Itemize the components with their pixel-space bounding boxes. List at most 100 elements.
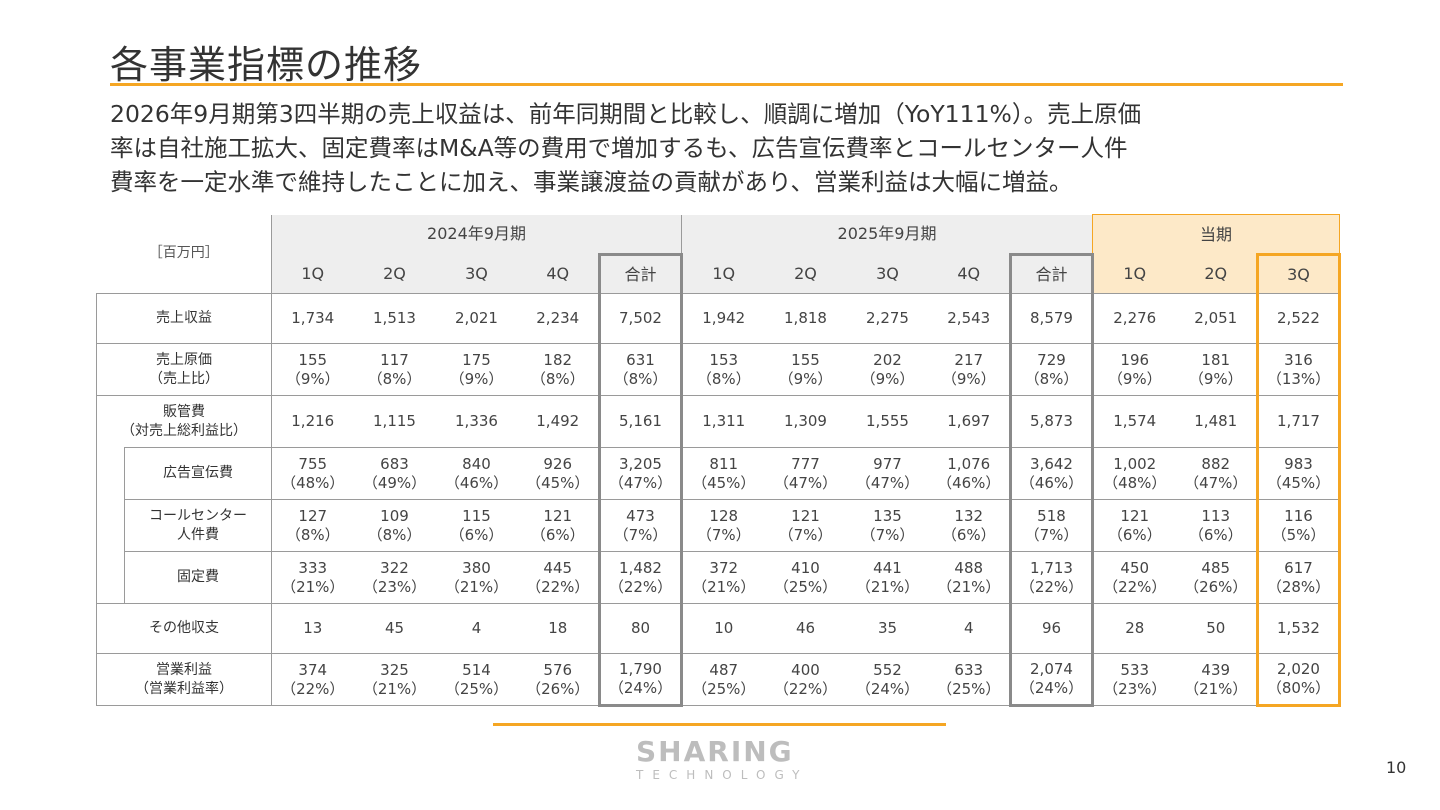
row-label: 売上収益	[96, 293, 272, 344]
data-cell: 135 （7%）	[846, 499, 929, 552]
cell-value: 485	[1201, 558, 1231, 577]
row-label-main: コールセンター	[149, 507, 247, 524]
data-cell: 5,873	[1009, 395, 1094, 448]
cell-ratio: （21%）	[281, 577, 345, 596]
data-cell: 2,522	[1256, 293, 1341, 344]
cell-value: 128	[709, 506, 739, 525]
cell-value: 217	[954, 350, 984, 369]
data-cell: 128 （7%）	[681, 499, 765, 552]
data-cell: 983 （45%）	[1256, 447, 1341, 500]
cell-ratio: （47%）	[773, 473, 838, 492]
cell-value: 175	[462, 350, 491, 369]
cell-ratio: （7%）	[860, 525, 915, 544]
cell-value: 121	[791, 506, 820, 525]
data-cell: 576 （26%）	[517, 653, 600, 706]
cell-ratio: （26%）	[1184, 577, 1248, 596]
data-cell: 202 （9%）	[846, 343, 929, 396]
cell-ratio: （8%）	[367, 369, 422, 388]
data-cell: 552 （24%）	[846, 653, 929, 706]
period-header-fy2024: 2024年9月期	[271, 214, 682, 255]
cell-value: 2,074	[1030, 660, 1073, 678]
cell-value: 1,942	[702, 309, 746, 327]
cell-ratio: （46%）	[1019, 473, 1084, 492]
cell-value: 1,555	[866, 412, 909, 430]
summary-line: 率は自社施工拡大、固定費率はM&A等の費用で増加するも、広告宣伝費率とコールセン…	[110, 134, 1128, 162]
summary-line: 2026年9月期第3四半期の売上収益は、前年同期間と比較し、順調に増加（YoY1…	[110, 100, 1142, 128]
data-cell: 2,543	[928, 293, 1011, 344]
cell-value: 400	[791, 660, 820, 679]
data-cell: 1,076 （46%）	[928, 447, 1011, 500]
cell-value: 1,492	[536, 412, 580, 430]
period-header-fy2025: 2025年9月期	[681, 214, 1093, 255]
data-cell: 1,942	[681, 293, 765, 344]
cell-ratio: （6%）	[941, 525, 996, 544]
column-header-7: 3Q	[846, 254, 929, 294]
cell-value: 202	[873, 350, 902, 369]
cell-ratio: （9%）	[449, 369, 504, 388]
cell-value: 1,115	[373, 412, 416, 430]
indent-spacer	[96, 447, 125, 604]
cell-ratio: （45%）	[692, 473, 756, 492]
cell-value: 488	[954, 558, 984, 577]
data-cell: 3,205 （47%）	[598, 447, 683, 500]
cell-value: 155	[791, 350, 820, 369]
column-header-5: 1Q	[681, 254, 765, 294]
cell-value: 96	[1041, 619, 1062, 637]
cell-ratio: （8%）	[367, 525, 422, 544]
data-cell: 80	[598, 603, 683, 654]
cell-value: 439	[1201, 660, 1231, 679]
data-cell: 487 （25%）	[681, 653, 765, 706]
cell-ratio: （80%）	[1266, 679, 1331, 697]
data-cell: 132 （6%）	[928, 499, 1011, 552]
data-cell: 473 （7%）	[598, 499, 683, 552]
data-cell: 1,482 （22%）	[598, 551, 683, 604]
data-cell: 811 （45%）	[681, 447, 765, 500]
cell-ratio: （47%）	[855, 473, 920, 492]
cell-value: 1,717	[1277, 412, 1320, 430]
table-row: コールセンター 人件費 127 （8%） 109 （8%） 115 （6%） 121 （6%） 47…	[97, 499, 1341, 552]
cell-ratio: （9%）	[860, 369, 915, 388]
data-cell: 755 （48%）	[271, 447, 354, 500]
cell-value: 1,574	[1113, 412, 1157, 430]
data-cell: 2,020 （80%）	[1256, 653, 1341, 707]
data-cell: 372 （21%）	[681, 551, 765, 604]
data-cell: 7,502	[598, 293, 683, 344]
data-cell: 181 （9%）	[1175, 343, 1258, 396]
cell-value: 182	[543, 350, 573, 369]
data-cell: 533 （23%）	[1092, 653, 1176, 706]
cell-value: 18	[548, 619, 568, 637]
data-cell: 1,481	[1175, 395, 1258, 448]
cell-ratio: （8%）	[613, 369, 668, 388]
cell-ratio: （21%）	[937, 577, 1001, 596]
data-cell: 153 （8%）	[681, 343, 765, 396]
cell-ratio: （21%）	[1184, 679, 1248, 698]
data-cell: 5,161	[598, 395, 683, 448]
table-row: 営業利益 （営業利益率） 374 （22%） 325 （21%） 514 （25%） 576 （2…	[96, 653, 1341, 707]
table-row: 固定費 333 （21%） 322 （23%） 380 （21%） 445 （22%） 1,482…	[97, 551, 1341, 604]
row-label-sub: （売上比）	[149, 370, 219, 387]
data-cell: 121 （6%）	[1092, 499, 1176, 552]
cell-value: 445	[543, 558, 573, 577]
data-cell: 400 （22%）	[764, 653, 847, 706]
cell-ratio: （8%）	[285, 525, 340, 544]
data-cell: 50	[1175, 603, 1258, 654]
data-cell: 410 （25%）	[764, 551, 847, 604]
cell-value: 8,579	[1030, 309, 1073, 327]
data-cell: 445 （22%）	[517, 551, 600, 604]
data-cell: 121 （6%）	[517, 499, 600, 552]
column-header-1: 2Q	[353, 254, 436, 294]
data-cell: 45	[353, 603, 436, 654]
cell-value: 487	[709, 660, 739, 679]
data-cell: 46	[764, 603, 847, 654]
cell-value: 13	[303, 619, 323, 637]
data-cell: 441 （21%）	[846, 551, 929, 604]
cell-value: 1,713	[1030, 558, 1073, 577]
row-label: 広告宣伝費	[124, 447, 272, 500]
cell-value: 2,020	[1277, 660, 1320, 678]
data-cell: 439 （21%）	[1175, 653, 1258, 706]
data-cell: 2,021	[435, 293, 518, 344]
cell-ratio: （9%）	[941, 369, 996, 388]
cell-value: 181	[1201, 350, 1231, 369]
cell-value: 121	[1120, 506, 1150, 525]
cell-value: 683	[380, 454, 409, 473]
